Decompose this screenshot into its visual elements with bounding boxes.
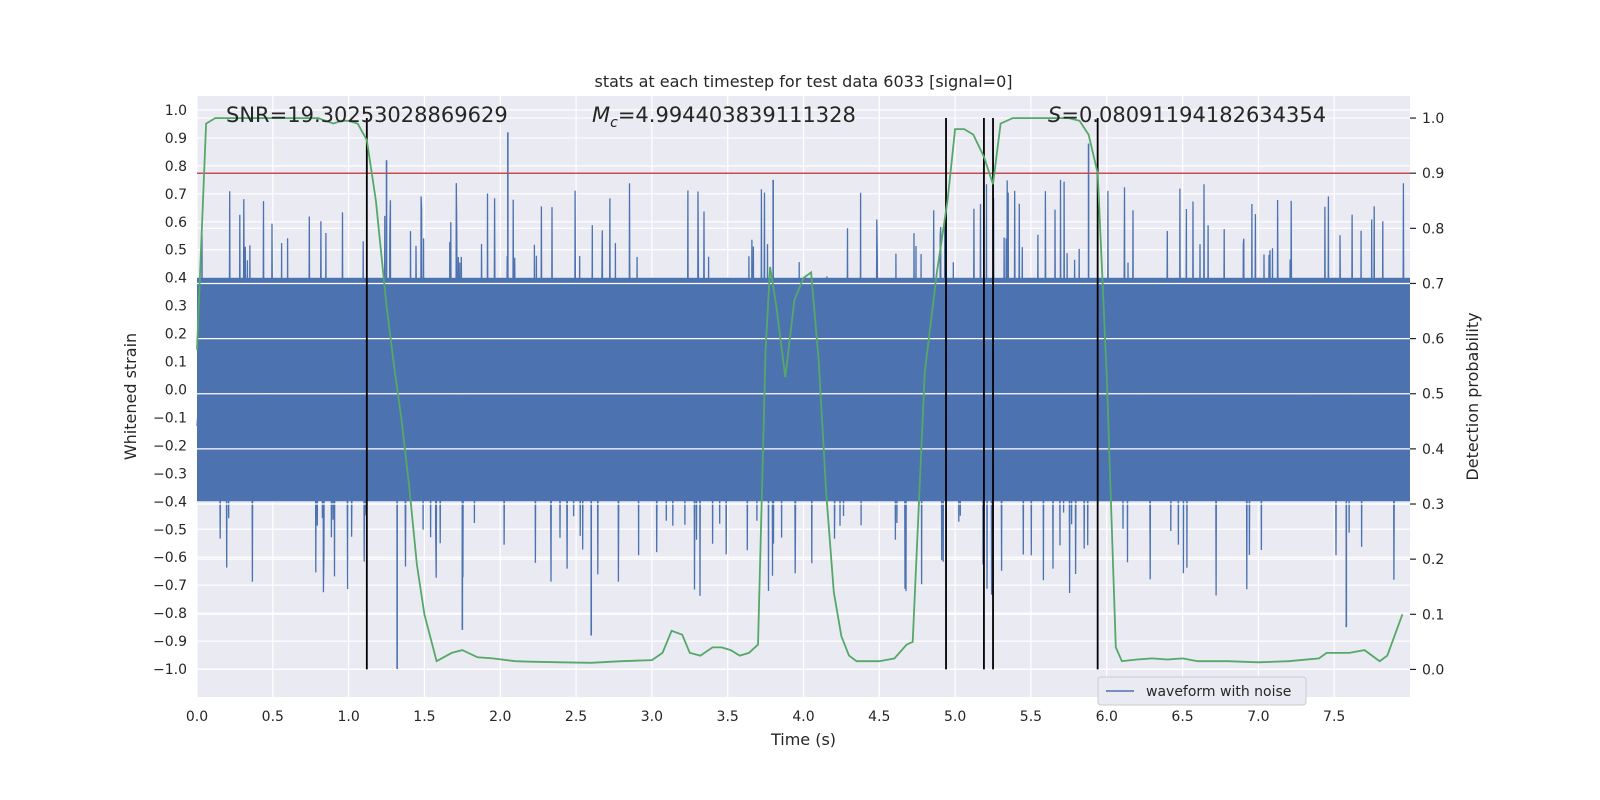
y-right-tick-label: 0.7 <box>1422 276 1444 292</box>
y-right-tick-label: 0.0 <box>1422 662 1444 678</box>
y-right-tick-label: 0.4 <box>1422 442 1444 458</box>
y-left-tick-label: −0.5 <box>153 522 187 538</box>
x-tick-label: 4.0 <box>792 709 814 725</box>
chirp-mass-annotation: Mc=4.994403839111328 <box>592 103 856 131</box>
y-left-tick-label: 0.3 <box>165 299 187 315</box>
y-left-tick-label: 0.0 <box>165 383 187 399</box>
y-left-tick-label: −0.8 <box>153 606 187 622</box>
right-y-axis: 1.0 0.9 0.8 0.7 0.6 0.5 0.4 0.3 0.2 0.1 0.0 <box>1410 111 1444 678</box>
y-left-tick-label: −0.2 <box>153 438 187 454</box>
left-y-axis: 1.0 0.9 0.8 0.7 0.6 0.5 0.4 0.3 0.2 0.1 0.0 −0.1 −0.… <box>153 103 187 678</box>
y-left-tick-label: 0.1 <box>165 355 187 371</box>
waveform-trace <box>196 179 1406 596</box>
x-axis-label: Time (s) <box>770 730 836 749</box>
y-right-tick-label: 1.0 <box>1422 111 1444 127</box>
y-axis-label-right: Detection probability <box>1463 312 1482 480</box>
mc-subscript: c <box>610 115 618 131</box>
y-axis-label-left: Whitened strain <box>121 333 140 460</box>
y-left-tick-label: 0.4 <box>165 271 187 287</box>
x-tick-label: 5.5 <box>1020 709 1042 725</box>
x-tick-label: 2.5 <box>565 709 587 725</box>
x-tick-label: 4.5 <box>868 709 890 725</box>
y-right-tick-label: 0.3 <box>1422 497 1444 513</box>
y-right-tick-label: 0.2 <box>1422 552 1444 568</box>
statistic-annotation: S=0.08091194182634354 <box>1048 103 1326 127</box>
x-tick-label: 7.0 <box>1247 709 1269 725</box>
s-symbol: S <box>1048 103 1061 127</box>
y-left-tick-label: −0.7 <box>153 578 187 594</box>
y-left-tick-label: −0.3 <box>153 466 187 482</box>
x-tick-label: 3.0 <box>641 709 663 725</box>
y-left-tick-label: −0.9 <box>153 634 187 650</box>
y-left-tick-label: 0.9 <box>165 131 187 147</box>
y-left-tick-label: −1.0 <box>153 662 187 678</box>
x-tick-label: 1.5 <box>413 709 435 725</box>
y-left-tick-label: −0.6 <box>153 550 187 566</box>
x-tick-label: 1.0 <box>337 709 359 725</box>
y-right-tick-label: 0.9 <box>1422 166 1444 182</box>
y-left-tick-label: 0.5 <box>165 243 187 259</box>
legend: waveform with noise <box>1097 676 1307 706</box>
x-tick-label: 5.0 <box>944 709 966 725</box>
legend-label: waveform with noise <box>1146 684 1291 700</box>
legend-box <box>1097 676 1307 706</box>
y-left-tick-label: 1.0 <box>165 103 187 119</box>
y-left-tick-label: −0.1 <box>153 410 187 426</box>
waveform-with-noise-series <box>196 132 1410 670</box>
x-tick-label: 6.5 <box>1171 709 1193 725</box>
x-tick-label: 0.5 <box>262 709 284 725</box>
y-right-tick-label: 0.5 <box>1422 387 1444 403</box>
y-left-tick-label: 0.6 <box>165 215 187 231</box>
x-tick-label: 7.5 <box>1323 709 1345 725</box>
x-tick-label: 2.0 <box>489 709 511 725</box>
y-left-tick-label: 0.2 <box>165 327 187 343</box>
x-tick-label: 3.5 <box>717 709 739 725</box>
grid-overlay <box>197 282 1410 505</box>
mc-value: =4.994403839111328 <box>618 103 856 127</box>
y-left-tick-label: 0.7 <box>165 187 187 203</box>
y-left-tick-label: 0.8 <box>165 159 187 175</box>
mc-symbol: M <box>592 103 610 127</box>
y-left-tick-label: −0.4 <box>153 494 187 510</box>
y-right-tick-label: 0.8 <box>1422 221 1444 237</box>
x-tick-label: 0.0 <box>186 709 208 725</box>
x-axis: 0.0 0.5 1.0 1.5 2.0 2.5 3.0 3.5 4.0 4.5 5.0 5.5 6.0 6… <box>186 709 1345 725</box>
snr-annotation: SNR=19.30253028869629 <box>226 103 508 127</box>
x-tick-label: 6.0 <box>1096 709 1118 725</box>
y-right-tick-label: 0.1 <box>1422 607 1444 623</box>
detection-probability-line <box>196 117 1404 664</box>
y-right-tick-label: 0.6 <box>1422 332 1444 348</box>
s-value: =0.08091194182634354 <box>1061 103 1326 127</box>
chart-title: stats at each timestep for test data 603… <box>594 72 1012 91</box>
